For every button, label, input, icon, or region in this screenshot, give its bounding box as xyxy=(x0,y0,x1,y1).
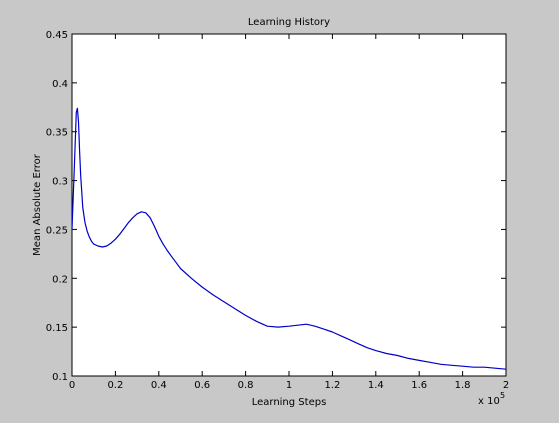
x-tick-label: 0.6 xyxy=(194,380,210,391)
y-tick-label: 0.45 xyxy=(46,30,68,41)
x-tick-label: 1.8 xyxy=(455,380,471,391)
y-axis-label: Mean Absolute Error xyxy=(32,153,43,256)
x-axis-label: Learning Steps xyxy=(252,397,327,408)
x-tick-label: 1 xyxy=(286,380,292,391)
y-tick-label: 0.25 xyxy=(46,225,68,236)
plot-area xyxy=(71,33,507,377)
y-tick-label: 0.1 xyxy=(52,372,68,383)
x-multiplier-label: x 10 xyxy=(478,396,500,407)
x-tick-label: 0.2 xyxy=(107,380,123,391)
y-tick-label: 0.2 xyxy=(52,274,68,285)
x-tick-label: 1.4 xyxy=(368,380,384,391)
x-ticks: 0 0.2 0.4 0.6 0.8 1 1.2 1.4 1.6 1.8 2 xyxy=(69,34,509,391)
x-multiplier-exponent: 5 xyxy=(500,391,505,400)
series-line xyxy=(71,107,507,370)
y-ticks: 0.1 0.15 0.2 0.25 0.3 0.35 0.4 0.45 xyxy=(46,30,506,383)
x-tick-label: 0.8 xyxy=(238,380,254,391)
y-tick-label: 0.4 xyxy=(52,79,68,90)
y-tick-label: 0.3 xyxy=(52,177,68,188)
chart-title: Learning History xyxy=(248,17,330,28)
y-tick-label: 0.35 xyxy=(46,128,68,139)
series-layer xyxy=(71,107,507,370)
x-tick-label: 2 xyxy=(503,380,509,391)
x-tick-label: 0.4 xyxy=(151,380,167,391)
x-tick-label: 1.2 xyxy=(324,380,340,391)
x-tick-label: 1.6 xyxy=(411,380,427,391)
y-tick-label: 0.15 xyxy=(46,323,68,334)
x-tick-label: 0 xyxy=(69,380,75,391)
